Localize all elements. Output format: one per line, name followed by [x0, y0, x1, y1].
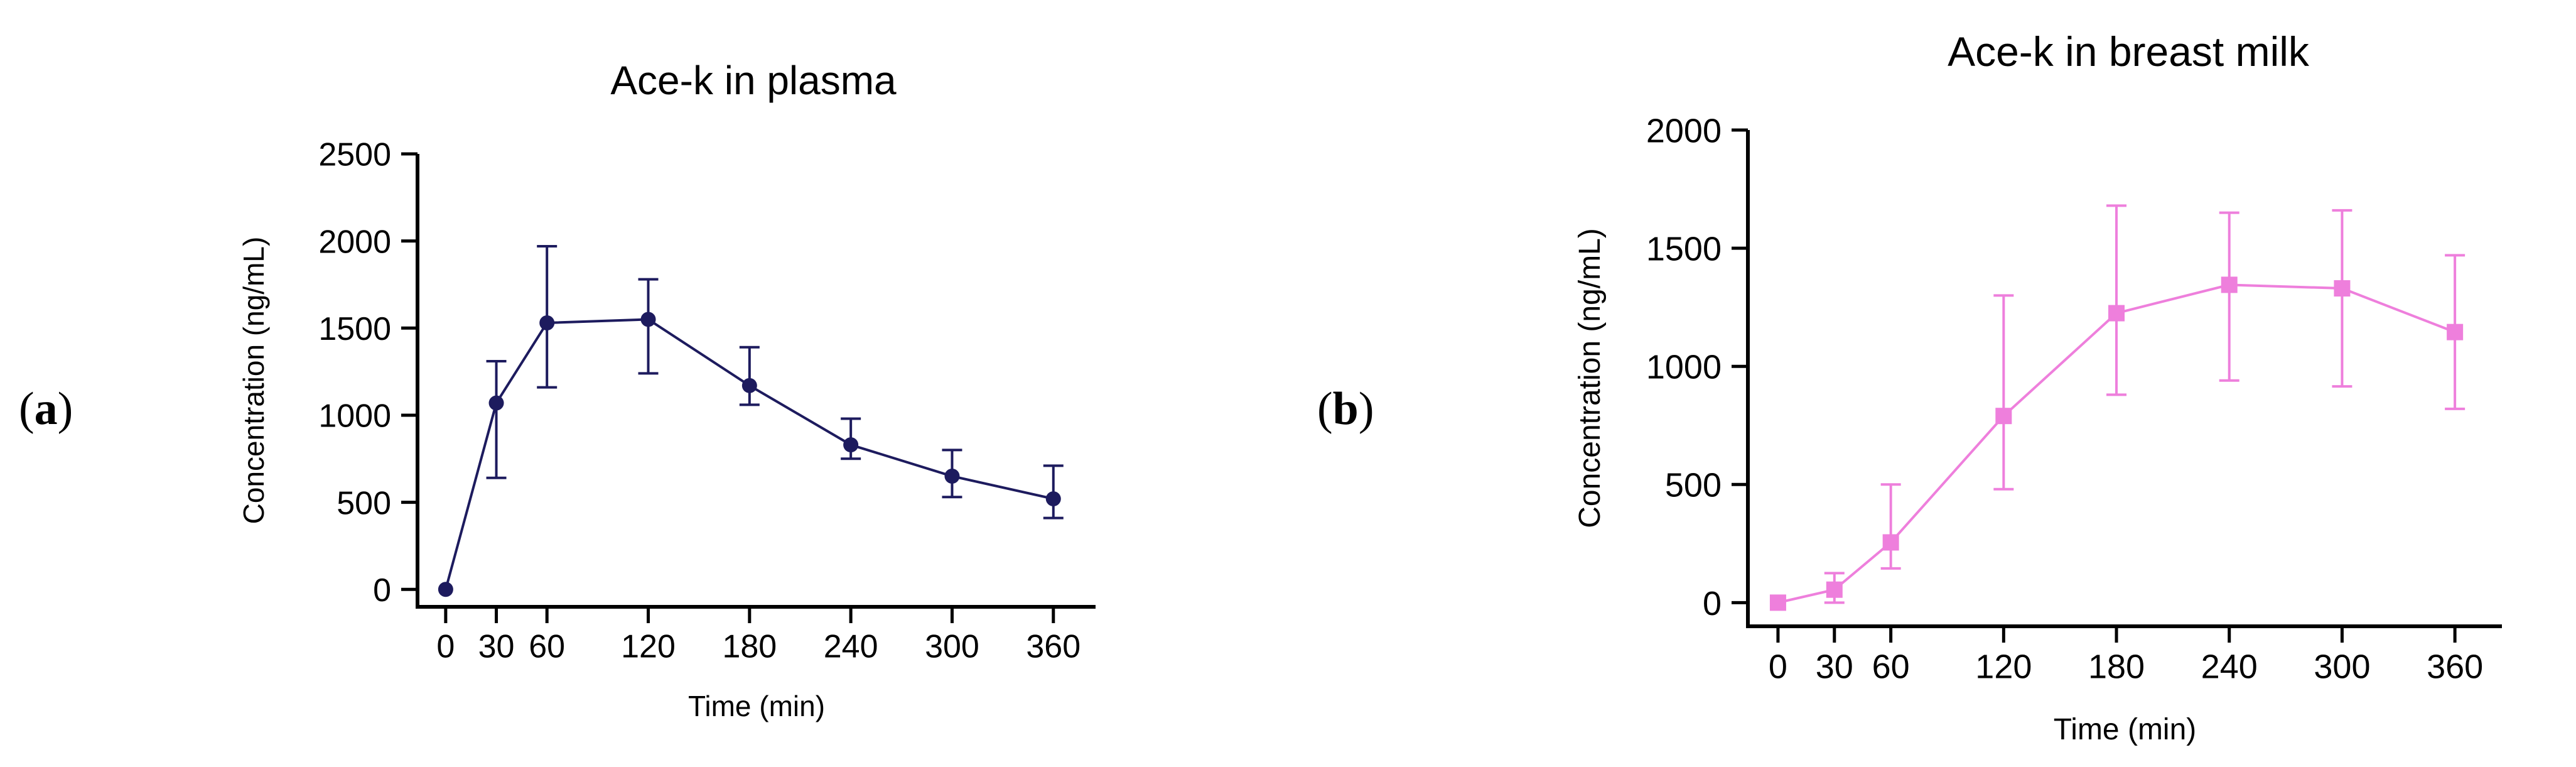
- y-tick-label: 1000: [1646, 349, 1722, 386]
- chart-plasma: Ace-k in plasma 0 500 1000 1500 2000 2500 0 30 60…: [237, 58, 1096, 722]
- y-tick-label: 500: [337, 485, 391, 521]
- x-axis-label: Time (min): [2054, 713, 2197, 746]
- x-tick-label: 120: [621, 629, 676, 665]
- data-point: [2221, 276, 2238, 293]
- x-tick-label: 300: [925, 629, 979, 665]
- panel-label-a: (a): [19, 383, 73, 435]
- x-tick-label: 300: [2314, 648, 2370, 686]
- x-tick-label: 60: [1872, 648, 1910, 686]
- series-line: [1777, 283, 2455, 604]
- panel-label-b: (b): [1317, 383, 1374, 435]
- data-point: [944, 469, 960, 484]
- x-tick-label: 30: [1816, 648, 1853, 686]
- y-tick-label: 2000: [1646, 112, 1722, 150]
- data-point: [539, 315, 555, 330]
- chart-title: Ace-k in plasma: [610, 58, 897, 103]
- y-tick-label: 2500: [318, 137, 391, 173]
- x-tick-label: 240: [824, 629, 878, 665]
- data-point: [1882, 534, 1899, 551]
- y-tick-label: 1500: [318, 311, 391, 347]
- x-axis-label: Time (min): [688, 690, 825, 722]
- x-tick-label: 180: [722, 629, 777, 665]
- x-tick-label: 0: [436, 629, 455, 665]
- y-tick-label: 2000: [318, 224, 391, 260]
- data-point: [1826, 581, 1843, 598]
- chart-title: Ace-k in breast milk: [1948, 28, 2310, 75]
- x-tick-label: 360: [2427, 648, 2483, 686]
- data-point: [2447, 324, 2464, 340]
- data-point: [2334, 280, 2351, 297]
- y-tick-label: 0: [1703, 585, 1722, 623]
- y-axis-label: Concentration (ng/mL): [1573, 228, 1607, 528]
- x-tick-label: 360: [1026, 629, 1081, 665]
- chart-breast-milk: Ace-k in breast milk 0 500 1000 1500 2000 0 30 6…: [1573, 28, 2502, 746]
- y-tick-label: 500: [1665, 467, 1722, 504]
- y-axis-label: Concentration (ng/mL): [237, 237, 270, 525]
- data-point: [640, 312, 656, 327]
- x-tick-label: 120: [1975, 648, 2032, 686]
- data-point: [488, 395, 504, 411]
- series-line: [444, 318, 1054, 590]
- data-point: [1769, 594, 1786, 611]
- x-tick-label: 30: [478, 629, 515, 665]
- y-tick-label: 1000: [318, 398, 391, 435]
- x-tick-label: 60: [529, 629, 565, 665]
- y-tick-label: 0: [373, 572, 391, 609]
- x-tick-label: 0: [1769, 648, 1787, 686]
- data-point: [741, 378, 757, 393]
- data-point: [1995, 408, 2012, 425]
- x-tick-label: 180: [2088, 648, 2145, 686]
- data-point: [1045, 491, 1061, 507]
- data-point: [438, 582, 453, 597]
- x-tick-label: 240: [2201, 648, 2258, 686]
- y-tick-label: 1500: [1646, 231, 1722, 268]
- data-point: [2108, 305, 2125, 322]
- data-point: [843, 437, 859, 453]
